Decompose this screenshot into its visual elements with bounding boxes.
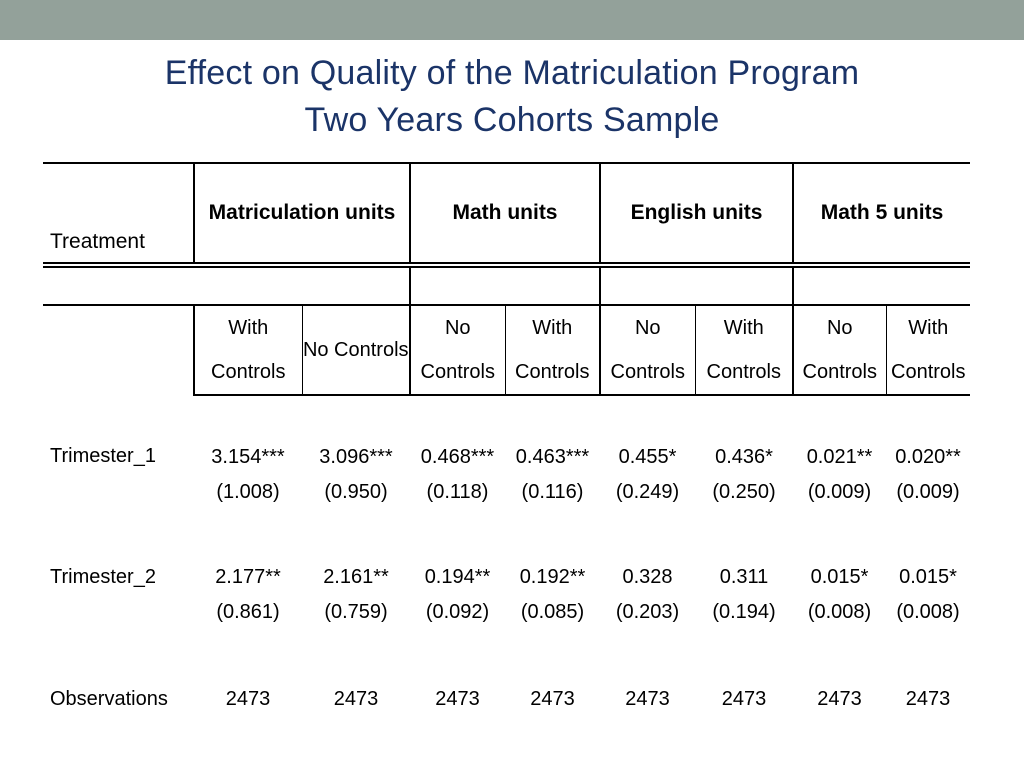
value-cell: 0.463*** (0.116): [515, 446, 590, 503]
subheader-math5-with: With Controls: [885, 305, 971, 396]
value-cell: 0.328 (0.203): [615, 566, 680, 623]
value-cell: 0.436* (0.250): [712, 446, 776, 503]
value-cell: 0.015* (0.008): [807, 566, 872, 623]
value-cell: 0.020** (0.009): [895, 446, 961, 503]
subheader-english-with: With Controls: [694, 305, 793, 396]
value-cell: 2473: [225, 688, 271, 710]
top-accent-band: [0, 0, 1024, 40]
row-label: Trimester_1: [50, 445, 156, 467]
subheader-math5-no: No Controls: [792, 305, 886, 396]
subheader-math-no: No Controls: [409, 305, 505, 396]
results-table: Treatment Matriculation units Math units…: [43, 162, 971, 733]
table-row-trimester-2: Trimester_2 2.177** (0.861) 2.161** (0.759…: [43, 510, 970, 630]
value-cell: 0.468*** (0.118): [420, 446, 495, 503]
row-label-header: Treatment: [43, 162, 194, 268]
value-cell: 0.192** (0.085): [519, 566, 586, 623]
group-header-matriculation-units: Matriculation units: [193, 162, 410, 268]
value-cell: 0.015* (0.008): [896, 566, 960, 623]
spacer-cell: [791, 265, 971, 306]
spacer-cell: [409, 265, 600, 306]
value-cell: 0.455* (0.249): [615, 446, 680, 503]
spacer-cell: [194, 265, 410, 306]
subheader-matric-with: With Controls: [193, 305, 302, 396]
title-line-1: Effect on Quality of the Matriculation P…: [164, 54, 860, 92]
group-header-math-units: Math units: [409, 162, 600, 268]
value-cell: 2473: [333, 688, 379, 710]
subheader-math-with: With Controls: [504, 305, 600, 396]
group-header-math5-units: Math 5 units: [791, 162, 971, 268]
subheader-row: With Controls No Controls No Controls Wi…: [43, 305, 971, 396]
table-row-trimester-1: Trimester_1 3.154*** (1.008) 3.096*** (0.9…: [43, 395, 970, 510]
title-line-2: Two Years Cohorts Sample: [304, 101, 720, 139]
group-header-english-units: English units: [599, 162, 793, 268]
row-label: Observations: [50, 688, 168, 710]
value-cell: 3.154*** (1.008): [211, 446, 285, 503]
spacer-row: [43, 265, 971, 306]
subheader-matric-no: No Controls: [301, 305, 410, 396]
value-cell: 2473: [435, 688, 480, 710]
group-header-row: Treatment Matriculation units Math units…: [43, 162, 971, 268]
value-cell: 2.161** (0.759): [323, 566, 389, 623]
value-cell: 2473: [530, 688, 575, 710]
subheader-english-no: No Controls: [599, 305, 695, 396]
value-cell: 2473: [905, 688, 951, 710]
value-cell: 3.096*** (0.950): [319, 446, 393, 503]
value-cell: 2473: [625, 688, 670, 710]
spacer-cell: [599, 265, 793, 306]
table-row-observations: Observations 2473 2473 2473 2473 2473 24…: [43, 630, 970, 733]
value-cell: 2.177** (0.861): [215, 566, 281, 623]
value-cell: 0.311 (0.194): [712, 566, 776, 623]
value-cell: 2473: [817, 688, 862, 710]
value-cell: 0.021** (0.009): [806, 446, 873, 503]
value-cell: 0.194** (0.092): [424, 566, 491, 623]
value-cell: 2473: [721, 688, 767, 710]
spacer-cell: [43, 265, 194, 306]
row-label: Trimester_2: [50, 566, 156, 588]
page-title: Effect on Quality of the Matriculation P…: [0, 50, 1024, 144]
subheader-empty-cell: [43, 305, 194, 395]
